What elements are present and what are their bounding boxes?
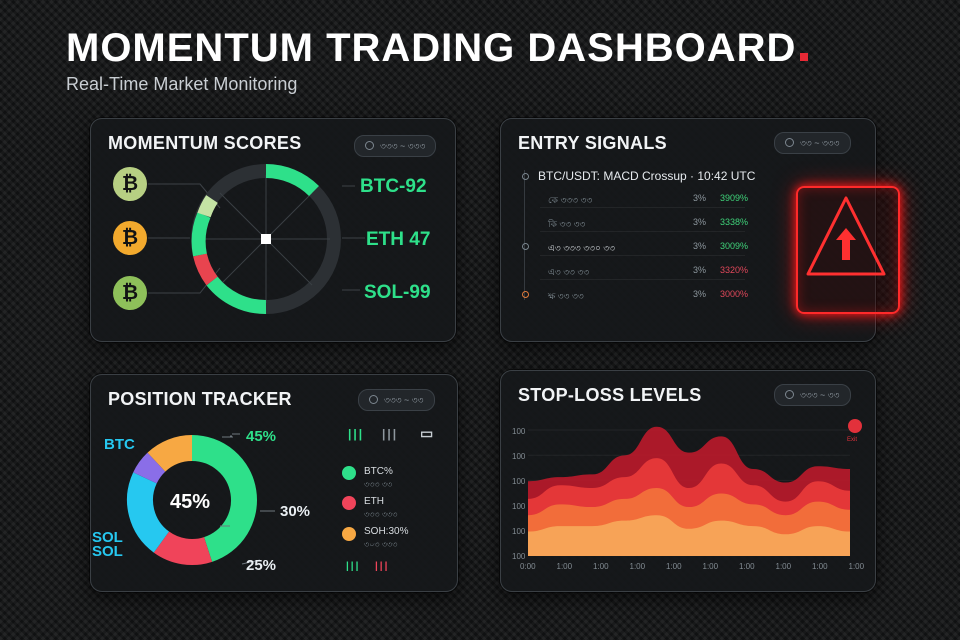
clock-icon xyxy=(365,141,374,150)
legend-sub: ৩৩৩ ৩৩৩ xyxy=(364,510,398,519)
callout-25-pct: 25% xyxy=(246,557,277,574)
legend-sub: ৩০৩ ৩৩৩ xyxy=(364,540,398,549)
signal-bullet xyxy=(522,243,529,250)
signal-divider xyxy=(540,207,745,208)
legend-dot-orange xyxy=(342,527,356,541)
x-tick-label: 1:00 xyxy=(775,562,792,571)
signal-divider xyxy=(540,279,745,280)
signal-row-mid: 3% xyxy=(693,265,707,275)
signal-row-value: 3320% xyxy=(720,265,749,275)
signal-row-label: এ৩ ৩৩ ৩৩ xyxy=(548,267,590,277)
coin-btc-icon: ₿ xyxy=(113,167,147,201)
legend-sub: ৩৩৩ ৩৩ xyxy=(364,480,393,489)
signal-row-label: ক্ষ ৩৩ ৩৩ xyxy=(548,291,584,301)
signal-bullet xyxy=(522,291,529,298)
x-tick-label: 1:00 xyxy=(812,562,828,571)
momentum-scores-title: MOMENTUM SCORES xyxy=(108,133,302,153)
y-tick-label: 100 xyxy=(512,477,526,486)
signals-timeline xyxy=(524,170,525,300)
score-sol: SOL-99 xyxy=(364,282,431,303)
callout-green-pct: 45% xyxy=(246,428,277,445)
score-eth: ETH 47 xyxy=(366,229,431,250)
alert-warning-box[interactable] xyxy=(796,186,900,314)
position-donut-chart xyxy=(127,435,257,565)
donut-segment-cyan xyxy=(127,472,170,553)
donut-segment-green xyxy=(191,435,257,562)
stop-loss-filter-pill[interactable]: ৩৩৩ ~ ৩৩ xyxy=(774,384,851,406)
bar-glyph-green-small: ||| xyxy=(346,561,361,572)
signal-divider xyxy=(540,255,745,256)
legend-dot-red xyxy=(342,496,356,510)
stop-loss-title: STOP-LOSS LEVELS xyxy=(518,385,702,405)
coin-sol-icon: ₿ xyxy=(113,276,147,310)
entry-signals-title: ENTRY SIGNALS xyxy=(518,133,667,153)
signal-row-mid: 3% xyxy=(693,241,707,251)
battery-icon: ▭ xyxy=(420,425,436,441)
signal-row-mid: 3% xyxy=(693,193,707,203)
x-tick-label: 0:00 xyxy=(520,562,536,571)
signal-row-mid: 3% xyxy=(693,289,707,299)
signal-row-mid: 3% xyxy=(693,217,707,227)
x-tick-label: 1:00 xyxy=(629,562,646,571)
position-tracker-title: POSITION TRACKER xyxy=(108,389,292,409)
exit-button-label: Exit xyxy=(847,437,858,443)
legend-dot-green xyxy=(342,466,356,480)
callout-30-pct: 30% xyxy=(280,503,311,520)
signals-filter-pill[interactable]: ৩৩ ~ ৩৩৩ xyxy=(774,132,851,154)
signal-bullet xyxy=(522,173,529,180)
y-tick-label: 100 xyxy=(512,552,526,561)
y-tick-label: 100 xyxy=(512,502,526,511)
stop-loss-series-3 xyxy=(528,515,850,556)
exit-button[interactable] xyxy=(848,419,862,433)
donut-callout-lines xyxy=(220,433,275,565)
donut-center-label: 45% xyxy=(170,491,211,513)
y-tick-label: 100 xyxy=(512,527,526,536)
x-tick-label: 1:00 xyxy=(702,562,719,571)
callout-btc-label: BTC xyxy=(104,436,135,453)
clock-icon xyxy=(785,390,794,399)
signal-row-label: কে ৩৩৩ ৩৩ xyxy=(548,195,593,205)
legend-label: ETH xyxy=(364,496,384,507)
signal-divider xyxy=(540,231,745,232)
x-tick-label: 1:00 xyxy=(739,562,755,571)
donut-segment-purple xyxy=(133,452,166,484)
x-tick-label: 1:00 xyxy=(848,562,865,571)
bar-glyph-green: ||| xyxy=(348,427,365,441)
signal-row-label: এ৩ ৩৩৩ ৩৩০ ৩৩ xyxy=(548,243,616,253)
legend-label: BTC% xyxy=(364,466,393,477)
signal-row-value: 3338% xyxy=(720,217,749,227)
bar-glyph-gray: ||| xyxy=(382,427,399,441)
score-btc: BTC-92 xyxy=(360,176,427,197)
clock-icon xyxy=(785,138,794,147)
x-tick-label: 1:00 xyxy=(666,562,682,571)
momentum-gauge xyxy=(191,164,341,315)
bar-glyph-red-small: ||| xyxy=(375,561,390,572)
legend-label: SOH:30% xyxy=(364,526,409,537)
signal-row-value: 3909% xyxy=(720,193,749,203)
callout-sol-label-2: SOL xyxy=(92,543,123,560)
momentum-filter-pill[interactable]: ৩৩৩ ~ ৩৩৩ xyxy=(354,135,437,157)
warning-arrow-icon xyxy=(806,196,886,276)
dashboard-title: MOMENTUM TRADING DASHBOARD xyxy=(66,26,809,71)
y-tick-label: 100 xyxy=(512,427,526,436)
coin-eth-icon: ₿ xyxy=(113,221,147,255)
entry-signals-panel xyxy=(500,118,876,342)
callout-sol-label: SOL xyxy=(92,529,123,546)
x-tick-label: 1:00 xyxy=(593,562,609,571)
position-filter-pill[interactable]: ৩৩৩ ~ ৩৩ xyxy=(358,389,435,411)
donut-segment-orange xyxy=(147,435,193,473)
x-tick-label: 1:00 xyxy=(556,562,573,571)
dashboard-subtitle: Real-Time Market Monitoring xyxy=(66,74,298,94)
y-tick-label: 100 xyxy=(512,452,526,461)
accent-dot xyxy=(800,53,809,61)
stop-loss-area-chart xyxy=(528,426,850,556)
donut-segment-red xyxy=(153,531,213,565)
signal-row-label: কি ৩৩ ৩৩ xyxy=(548,219,586,229)
signal-row-value: 3000% xyxy=(720,289,749,299)
signal-row-value: 3009% xyxy=(720,241,749,251)
clock-icon xyxy=(369,395,378,404)
signal-headline: BTC/USDT: MACD Crossup · 10:42 UTC xyxy=(538,169,756,183)
